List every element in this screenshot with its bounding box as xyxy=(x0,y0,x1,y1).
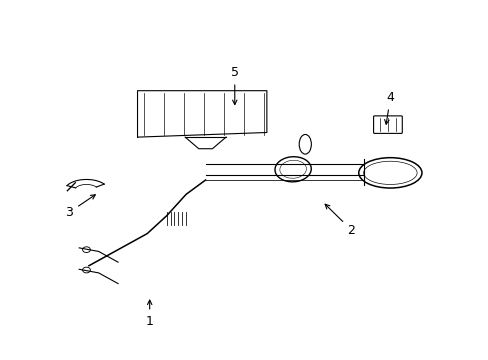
Text: 2: 2 xyxy=(325,204,355,237)
Text: 3: 3 xyxy=(65,195,95,219)
Text: 4: 4 xyxy=(384,91,393,124)
Text: 5: 5 xyxy=(230,66,238,104)
Text: 1: 1 xyxy=(145,300,153,328)
